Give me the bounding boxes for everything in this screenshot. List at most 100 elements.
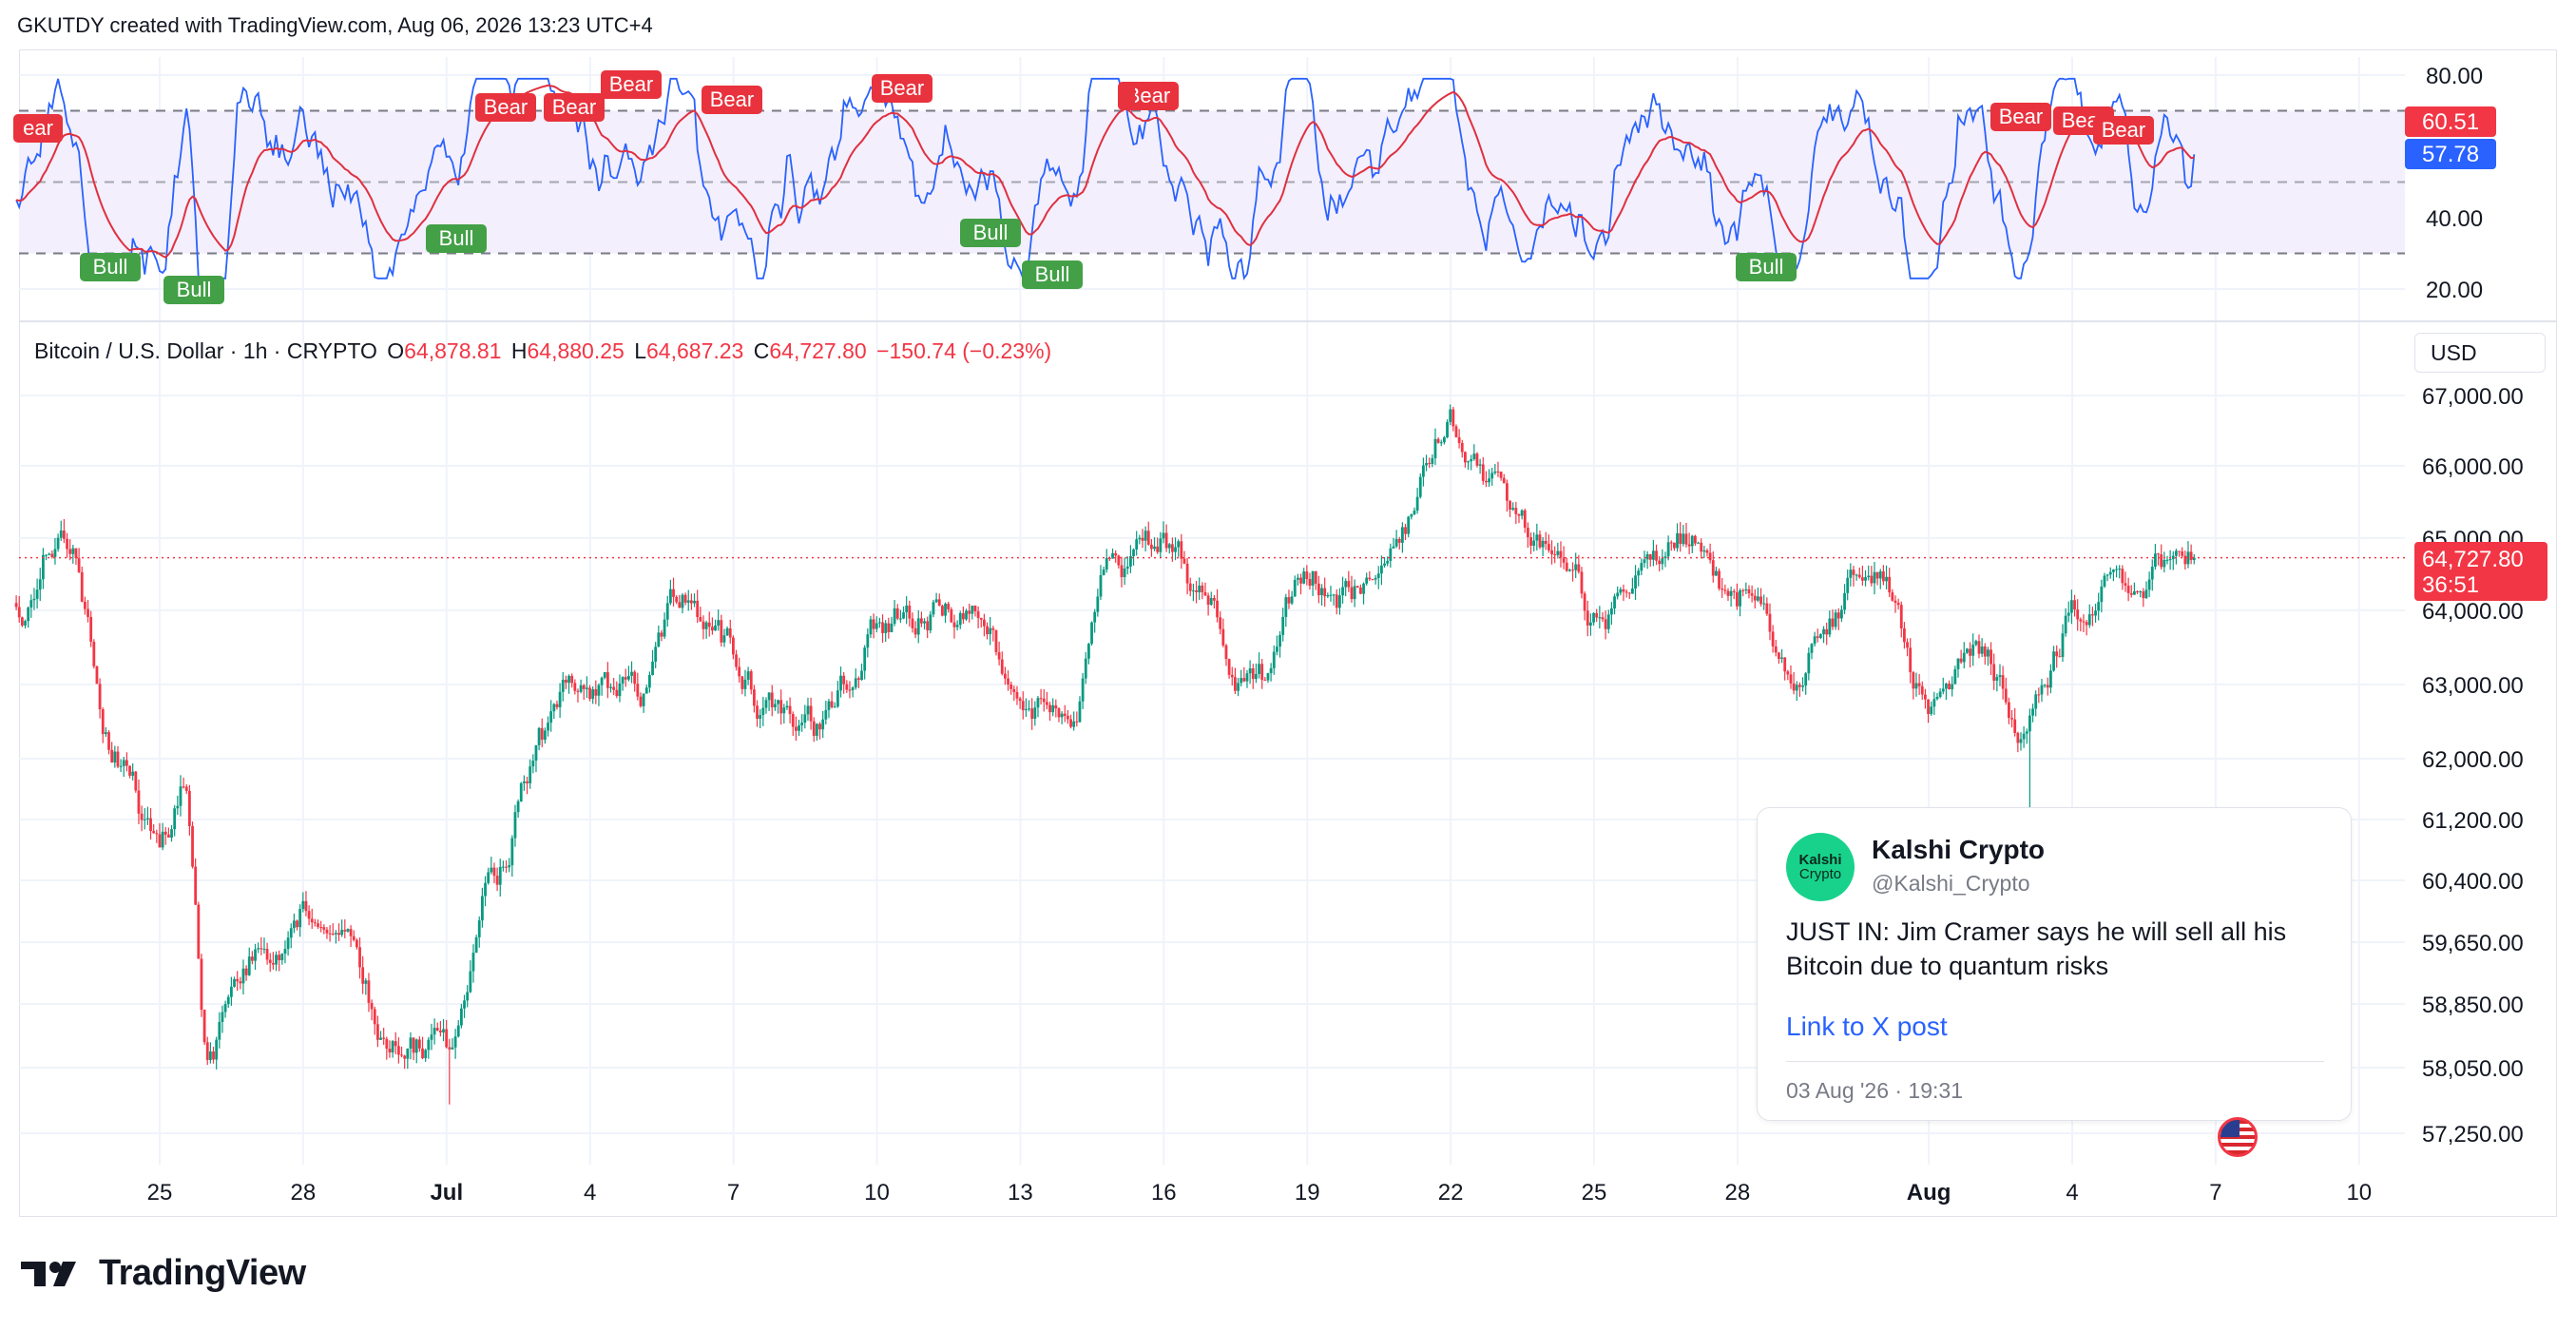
last-price-label-bg [2414,542,2547,601]
candle-body [1909,647,1913,673]
candle-body [1248,667,1252,674]
candle-body [791,714,795,727]
tweet-link[interactable]: Link to X post [1786,1012,1948,1041]
candle-body [1962,652,1966,663]
candle-body [1822,628,1825,635]
candle-body [2087,614,2091,626]
candle-body [1640,563,1644,571]
bull-label: Bull [960,219,1021,247]
candle-body [1036,698,1040,708]
candle-body [2181,551,2184,556]
candle-body [2052,651,2055,671]
candle-body [1891,592,1894,601]
bull-label-bg [960,219,1021,247]
candle-body [17,607,21,618]
candle-body [845,684,849,690]
candle-body [961,612,965,620]
candle-body [1233,677,1237,691]
candle-body [971,606,974,614]
candle-body [1320,588,1323,596]
chart-header-title: GKUTDY created with TradingView.com, Aug… [17,13,653,37]
candle-body [334,933,337,935]
candle-body [806,705,810,715]
candle-body [654,646,658,662]
candle-body [257,948,260,950]
candle-body [1490,473,1494,479]
candle-body [74,548,78,559]
time-tick-label: 28 [1725,1180,1751,1206]
candle-body [1718,570,1721,589]
time-tick-label: 7 [727,1180,740,1206]
candle-body [639,696,643,706]
bear-label: Bear [475,93,536,122]
candle-body [1622,588,1625,592]
candle-body [1819,634,1822,638]
candle-body [803,714,807,723]
candle-body [197,904,201,959]
candle-body [534,744,538,762]
candle-body [1990,649,1992,665]
candle-body [477,920,481,937]
candle-body [292,920,296,929]
candle-body [2183,555,2187,565]
candle-body [555,704,559,707]
candle-body [1912,672,1915,689]
tradingview-logo-text: TradingView [99,1253,306,1293]
symbol-legend: Bitcoin / U.S. Dollar · 1h · CRYPTO O64,… [34,338,1055,364]
currency-button[interactable]: USD [2414,333,2546,373]
candle-body [1240,678,1243,684]
candle-body [2112,569,2115,572]
us-flag-icon[interactable] [2218,1117,2258,1157]
bull-label-bg [1022,260,1083,289]
candle-body [1658,560,1662,565]
bear-label-bg [872,74,932,103]
tweet-card[interactable]: Kalshi Crypto Kalshi Crypto @Kalshi_Cryp… [1757,807,2352,1121]
candle-body [1843,592,1846,610]
candle-body [1404,527,1407,534]
candle-body [591,688,595,700]
candle-body [2171,555,2175,560]
candle-body [1987,649,1990,657]
candle-body [1096,596,1100,612]
candle-body [2163,560,2166,568]
candle-body [176,805,180,809]
candle-body [696,600,700,617]
candle-body [1956,658,1960,669]
tradingview-logo[interactable]: TradingView [21,1253,306,1294]
candle-body [950,608,953,623]
candle-body [194,866,198,905]
candle-body [672,588,675,597]
candle-body [1705,550,1709,553]
candle-body [379,1037,382,1040]
candle-body [80,571,84,602]
candle-body [519,782,523,801]
candle-body [836,690,839,707]
candle-body [1263,679,1267,681]
candle-body [647,675,651,688]
candle-body [1959,658,1963,663]
candle-body [1446,421,1449,437]
candle-body [364,980,368,984]
candle-body [1467,461,1470,463]
candle-body [973,606,977,611]
candle-body [1355,586,1359,588]
candle-body [1759,596,1762,605]
candle-body [773,704,777,708]
candle-body [1553,554,1557,556]
change-value: −150.74 (−0.23%) [876,338,1052,363]
candle-body [110,749,114,763]
candle-body [346,929,350,932]
candle-body [1254,673,1258,680]
candle-body [1470,459,1473,462]
candle-body [1571,569,1574,571]
candle-body [119,765,123,767]
candle-body [456,1025,460,1037]
candle-body [221,1012,224,1022]
candle-body [1914,683,1918,689]
candle-body [573,683,577,691]
candle-body [1182,558,1186,564]
candle-body [1550,550,1553,555]
candle-body [370,1002,374,1010]
